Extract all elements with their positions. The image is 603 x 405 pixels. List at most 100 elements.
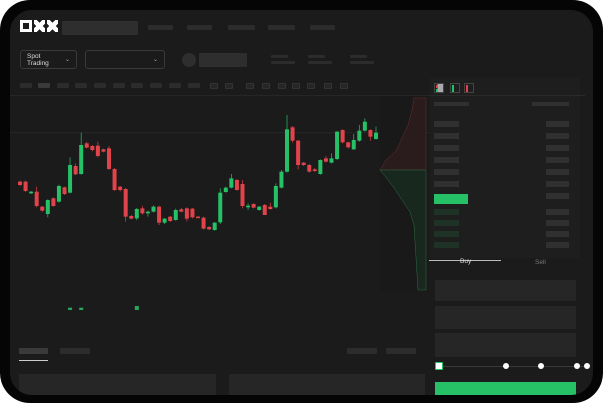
chart-tool-icon[interactable] xyxy=(340,83,348,89)
candle-body xyxy=(257,206,262,210)
candle-body xyxy=(134,209,139,219)
timeframe-button[interactable] xyxy=(169,83,181,88)
candlestick-chart[interactable] xyxy=(10,10,430,310)
chart-tool-icon[interactable] xyxy=(278,83,286,89)
tab-order-history[interactable] xyxy=(60,348,90,354)
timeframe-button[interactable] xyxy=(94,83,106,88)
candle-body xyxy=(157,206,162,223)
buy-submit-button[interactable] xyxy=(435,382,576,395)
candle-body xyxy=(168,216,173,221)
candle-body xyxy=(351,140,356,150)
candle-body xyxy=(323,158,328,162)
candle-body xyxy=(229,178,234,188)
filter-button[interactable] xyxy=(386,348,416,354)
candle-body xyxy=(290,127,295,141)
okx-logo[interactable] xyxy=(20,20,58,34)
candle-body xyxy=(223,187,228,192)
book-sell-view-icon[interactable] xyxy=(464,83,474,93)
candle-body xyxy=(335,131,340,159)
chart-tool-icon[interactable] xyxy=(262,83,270,89)
tab-underline xyxy=(19,360,48,361)
nav-item[interactable] xyxy=(228,25,255,30)
nav-item[interactable] xyxy=(268,25,295,30)
candle-body xyxy=(262,205,267,215)
candle-body xyxy=(301,162,306,165)
candle-body xyxy=(68,165,73,193)
timeframe-button[interactable] xyxy=(188,83,200,88)
candle-body xyxy=(362,121,367,131)
total-input[interactable] xyxy=(435,333,576,357)
bid-amount xyxy=(546,220,569,226)
candle-body xyxy=(285,129,289,172)
chart-tool-icon[interactable] xyxy=(210,83,218,89)
candle-body xyxy=(212,222,217,230)
spot-trading-select[interactable]: Spot Trading ⌄ xyxy=(20,50,77,69)
amount-slider-track[interactable] xyxy=(440,366,588,367)
search-placeholder[interactable] xyxy=(62,21,138,35)
amount-slider-handle[interactable] xyxy=(435,362,443,370)
stat-value xyxy=(308,61,332,64)
candle-body xyxy=(18,181,22,185)
candle-body xyxy=(140,208,145,214)
amount-input[interactable] xyxy=(435,306,576,329)
slider-stop-50[interactable] xyxy=(538,363,544,369)
price-input[interactable] xyxy=(435,280,576,301)
candle-body xyxy=(34,191,39,206)
chart-tool-icon[interactable] xyxy=(292,83,300,89)
chart-tool-icon[interactable] xyxy=(307,83,315,89)
book-buy-view-icon[interactable] xyxy=(450,83,460,93)
timeframe-button[interactable] xyxy=(150,83,162,88)
bid-price xyxy=(434,242,459,248)
mark-price xyxy=(546,193,569,199)
candle-body xyxy=(318,160,323,174)
buy-tab-underline xyxy=(429,260,501,261)
stat-value xyxy=(271,61,295,64)
assets-panel xyxy=(229,374,425,395)
bid-amount xyxy=(546,231,569,237)
ask-price xyxy=(434,169,459,175)
ask-amount xyxy=(546,145,569,151)
depth-chart xyxy=(379,96,427,291)
chart-tool-icon[interactable] xyxy=(324,83,332,89)
nav-item[interactable] xyxy=(148,25,173,30)
candle-body xyxy=(129,216,134,219)
timeframe-button[interactable] xyxy=(38,83,50,88)
stat-label xyxy=(350,55,367,58)
timeframe-button[interactable] xyxy=(113,83,125,88)
tab-open-orders[interactable] xyxy=(19,348,48,354)
candle-body xyxy=(279,171,284,188)
nav-item[interactable] xyxy=(187,25,212,30)
slider-stop-100[interactable] xyxy=(584,363,590,369)
volume-bar xyxy=(79,307,84,310)
stat-label xyxy=(308,55,325,58)
chart-tool-icon[interactable] xyxy=(225,83,233,89)
sell-tab[interactable]: Sell xyxy=(535,259,546,266)
book-both-view-icon[interactable] xyxy=(434,83,444,93)
app-screen: Spot Trading ⌄ ⌄ Buy Sell xyxy=(10,10,593,395)
pair-select[interactable]: ⌄ xyxy=(85,50,165,69)
candle-body xyxy=(218,192,223,223)
candle-body xyxy=(90,146,95,150)
chart-tool-icon[interactable] xyxy=(246,83,254,89)
slider-stop-25[interactable] xyxy=(503,363,509,369)
candle-body xyxy=(73,166,78,175)
ask-amount xyxy=(546,157,569,163)
slider-stop-75[interactable] xyxy=(574,363,580,369)
timeframe-button[interactable] xyxy=(20,83,32,88)
timeframe-button[interactable] xyxy=(131,83,143,88)
ask-price xyxy=(434,157,459,163)
candle-body xyxy=(62,187,67,194)
ask-price xyxy=(434,133,459,139)
ask-amount xyxy=(546,181,569,187)
nav-item[interactable] xyxy=(310,25,335,30)
candle-body xyxy=(79,145,84,174)
candle-body xyxy=(162,218,167,223)
candle-body xyxy=(374,132,378,139)
stat-label xyxy=(271,55,288,58)
buy-tab[interactable]: Buy xyxy=(460,258,472,265)
book-header-amount xyxy=(532,102,569,106)
ask-price xyxy=(434,181,459,187)
filter-button[interactable] xyxy=(347,348,377,354)
timeframe-button[interactable] xyxy=(75,83,87,88)
timeframe-button[interactable] xyxy=(57,83,69,88)
